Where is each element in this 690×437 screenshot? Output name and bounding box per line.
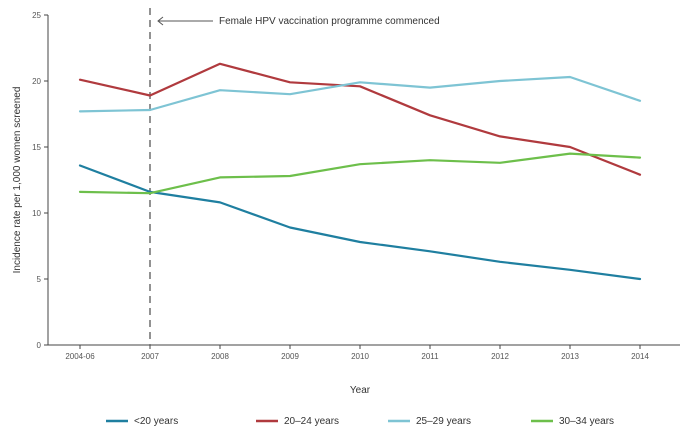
annotation-label: Female HPV vaccination programme commenc… (219, 16, 440, 27)
y-axis-title: Incidence rate per 1,000 women screened (12, 87, 23, 274)
y-tick-label: 20 (32, 77, 41, 86)
x-tick-label: 2010 (351, 352, 369, 361)
y-tick-label: 10 (32, 209, 41, 218)
axes: 0 5 10 15 20 25 2004-06 2007 2008 2009 2010 2011 201… (32, 11, 680, 361)
x-tick-label: 2004-06 (65, 352, 95, 361)
x-tick-label: 2009 (281, 352, 299, 361)
x-tick-label: 2014 (631, 352, 649, 361)
x-tick-label: 2007 (141, 352, 159, 361)
x-tick-label: 2012 (491, 352, 509, 361)
x-tick-label: 2013 (561, 352, 579, 361)
legend-label: 20–24 years (284, 416, 339, 427)
legend-label: 30–34 years (559, 416, 614, 427)
series-line-2 (78, 75, 642, 113)
x-tick-label: 2011 (421, 352, 439, 361)
series-lines (78, 62, 642, 281)
legend: <20 years 20–24 years 25–29 years 30–34 yea… (106, 416, 614, 427)
legend-label: 25–29 years (416, 416, 471, 427)
x-axis-title: Year (350, 385, 371, 396)
y-tick-label: 25 (32, 11, 41, 20)
y-tick-label: 5 (37, 275, 42, 284)
y-tick-label: 15 (32, 143, 41, 152)
legend-label: <20 years (134, 416, 178, 427)
annotation-arrowhead-icon (157, 16, 164, 26)
x-tick-label: 2008 (211, 352, 229, 361)
series-line-1 (78, 62, 642, 176)
series-line-0 (78, 164, 642, 281)
y-tick-label: 0 (37, 341, 42, 350)
series-line-3 (78, 152, 642, 195)
vaccination-annotation: Female HPV vaccination programme commenc… (149, 8, 440, 345)
